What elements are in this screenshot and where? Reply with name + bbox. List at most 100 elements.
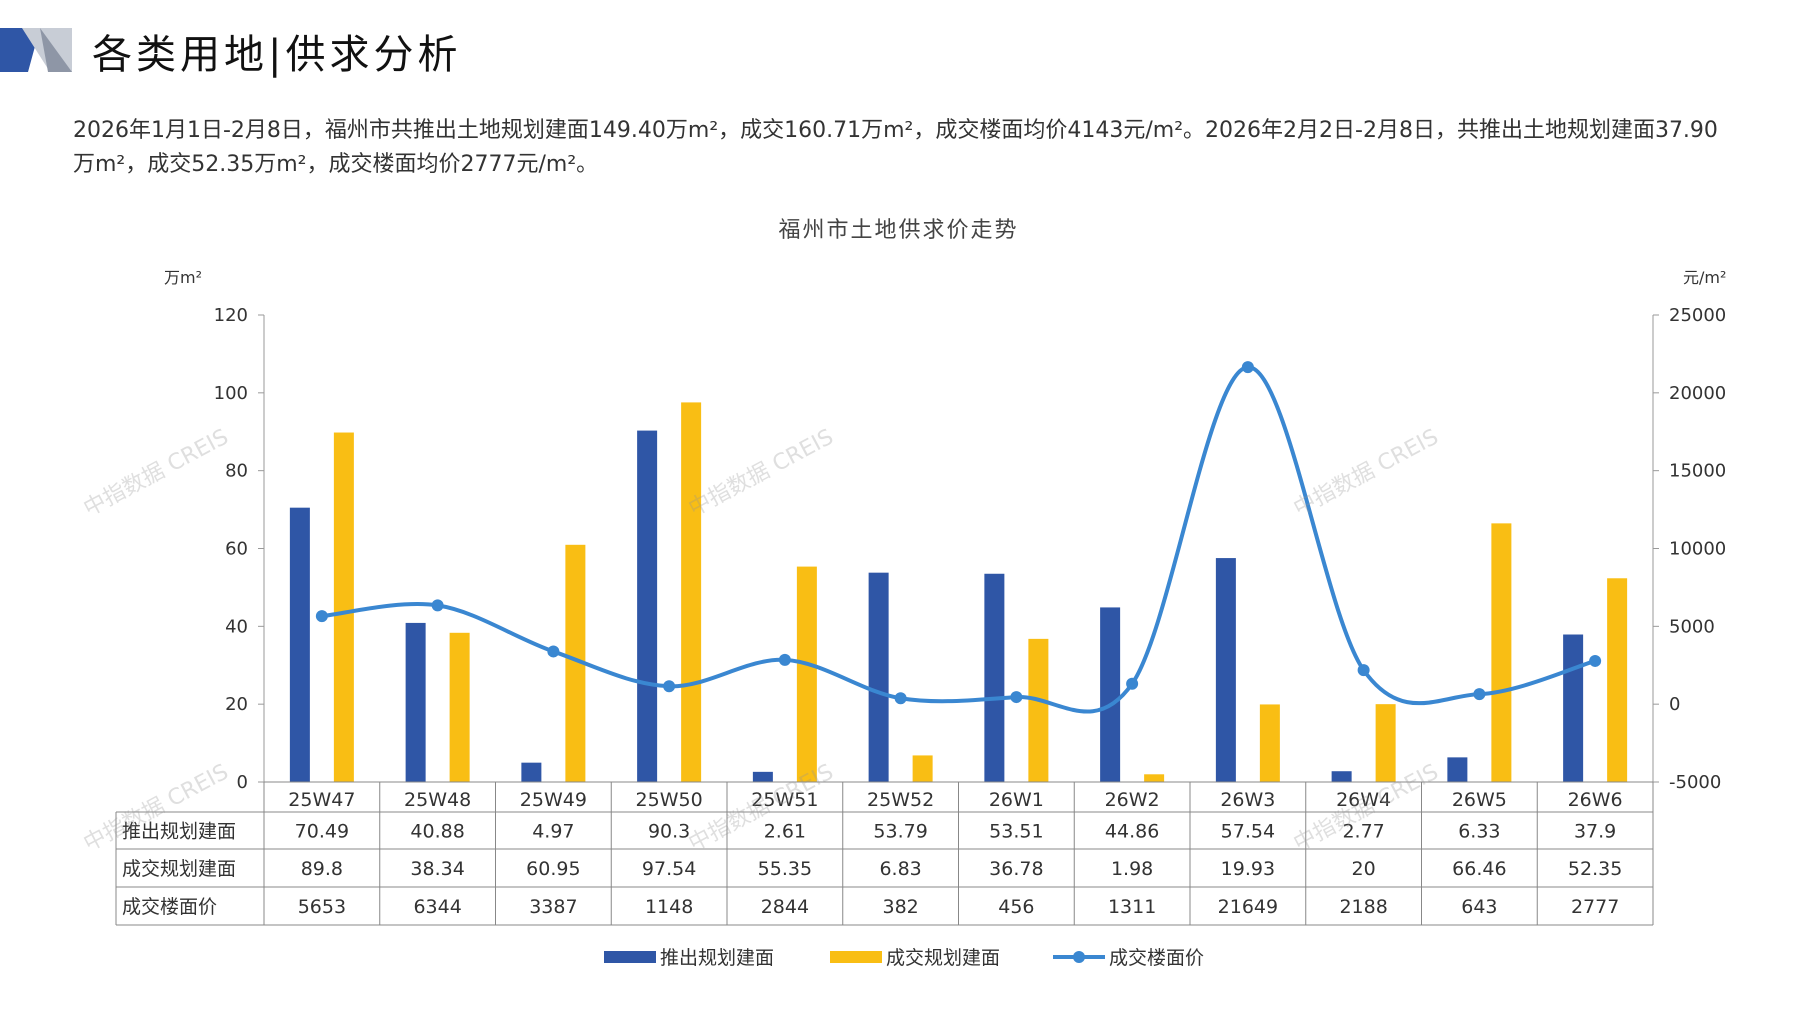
data-label: 456 xyxy=(998,896,1034,918)
data-label: 52.35 xyxy=(1568,858,1622,880)
category-label: 25W52 xyxy=(867,789,934,811)
category-label: 25W50 xyxy=(636,789,703,811)
bar-transaction xyxy=(1028,638,1049,782)
data-label: 6.83 xyxy=(879,858,921,880)
bar-supply xyxy=(521,762,542,782)
y-tick-label: 20 xyxy=(225,694,248,715)
bar-supply xyxy=(1447,757,1468,782)
y2-axis-unit: 元/m² xyxy=(1683,268,1726,287)
y2-tick-label: 0 xyxy=(1669,694,1680,715)
data-label: 40.88 xyxy=(410,821,464,843)
data-label: 2188 xyxy=(1339,896,1387,918)
row-header: 成交规划建面 xyxy=(122,858,236,880)
y2-tick-label: -5000 xyxy=(1669,772,1721,793)
bar-supply xyxy=(868,572,889,782)
data-label: 44.86 xyxy=(1105,821,1159,843)
legend-label: 成交楼面价 xyxy=(1109,947,1204,969)
data-label: 643 xyxy=(1461,896,1497,918)
y-tick-label: 100 xyxy=(214,383,248,404)
bar-transaction xyxy=(565,544,586,782)
bar-supply xyxy=(984,573,1005,782)
bar-supply xyxy=(637,430,658,782)
category-label: 25W51 xyxy=(751,789,818,811)
data-label: 19.93 xyxy=(1221,858,1275,880)
data-label: 89.8 xyxy=(301,858,343,880)
bar-supply xyxy=(1100,607,1121,782)
category-label: 26W2 xyxy=(1105,789,1160,811)
data-label: 20 xyxy=(1352,858,1376,880)
data-label: 21649 xyxy=(1218,896,1278,918)
header-logo xyxy=(0,28,72,72)
category-label: 25W49 xyxy=(520,789,587,811)
y-tick-label: 80 xyxy=(225,461,248,482)
data-label: 6.33 xyxy=(1458,821,1500,843)
price-point xyxy=(1357,664,1370,677)
legend-swatch xyxy=(604,951,656,963)
y-tick-label: 0 xyxy=(237,772,248,793)
price-point xyxy=(1126,677,1139,690)
legend-swatch xyxy=(830,951,882,963)
data-label: 53.51 xyxy=(989,821,1043,843)
y-tick-label: 120 xyxy=(214,305,248,326)
data-label: 70.49 xyxy=(295,821,349,843)
price-point xyxy=(547,645,560,658)
data-label: 1148 xyxy=(645,896,693,918)
category-label: 26W5 xyxy=(1452,789,1507,811)
y-axis-unit: 万m² xyxy=(164,268,202,287)
data-label: 53.79 xyxy=(873,821,927,843)
price-point xyxy=(1241,361,1254,374)
data-label: 90.3 xyxy=(648,821,690,843)
category-label: 25W47 xyxy=(288,789,355,811)
bar-transaction xyxy=(1375,704,1396,782)
bar-supply xyxy=(1563,634,1584,782)
data-label: 38.34 xyxy=(410,858,464,880)
y2-tick-label: 15000 xyxy=(1669,461,1726,482)
bar-transaction xyxy=(912,755,933,782)
y2-tick-label: 20000 xyxy=(1669,383,1726,404)
row-header: 成交楼面价 xyxy=(122,896,217,918)
bar-transaction xyxy=(1259,704,1280,782)
data-label: 1311 xyxy=(1108,896,1156,918)
data-label: 4.97 xyxy=(532,821,574,843)
legend-label: 成交规划建面 xyxy=(886,947,1000,969)
category-label: 26W4 xyxy=(1336,789,1391,811)
bar-supply xyxy=(752,771,773,782)
price-point xyxy=(1010,691,1023,704)
chart-title: 福州市土地供求价走势 xyxy=(778,218,1019,243)
row-header: 推出规划建面 xyxy=(122,821,236,843)
y2-tick-label: 5000 xyxy=(1669,616,1715,637)
summary-text: 2026年1月1日-2月8日，福州市共推出土地规划建面149.40万m²，成交1… xyxy=(73,118,1718,177)
data-label: 2.61 xyxy=(764,821,806,843)
price-point xyxy=(778,653,791,666)
data-label: 3387 xyxy=(529,896,577,918)
data-label: 1.98 xyxy=(1111,858,1153,880)
price-point xyxy=(315,610,328,623)
bar-transaction xyxy=(333,432,354,782)
legend-label: 推出规划建面 xyxy=(660,947,774,969)
data-label: 2777 xyxy=(1571,896,1619,918)
y2-tick-label: 10000 xyxy=(1669,539,1726,560)
bar-transaction xyxy=(796,566,817,782)
bar-supply xyxy=(1215,558,1236,782)
data-label: 97.54 xyxy=(642,858,696,880)
price-point xyxy=(1589,654,1602,667)
price-point xyxy=(431,599,444,612)
bar-transaction xyxy=(681,402,702,782)
price-point xyxy=(663,680,676,693)
y-tick-label: 40 xyxy=(225,616,248,637)
data-label: 66.46 xyxy=(1452,858,1506,880)
category-label: 26W6 xyxy=(1568,789,1623,811)
y2-tick-label: 25000 xyxy=(1669,305,1726,326)
data-label: 57.54 xyxy=(1221,821,1275,843)
data-label: 60.95 xyxy=(526,858,580,880)
bar-transaction xyxy=(449,632,470,782)
data-label: 2844 xyxy=(761,896,809,918)
data-label: 5653 xyxy=(298,896,346,918)
price-point xyxy=(1473,688,1486,701)
bar-transaction xyxy=(1607,578,1628,782)
category-label: 26W1 xyxy=(989,789,1044,811)
data-label: 55.35 xyxy=(758,858,812,880)
bar-supply xyxy=(1331,771,1352,782)
y-tick-label: 60 xyxy=(225,539,248,560)
